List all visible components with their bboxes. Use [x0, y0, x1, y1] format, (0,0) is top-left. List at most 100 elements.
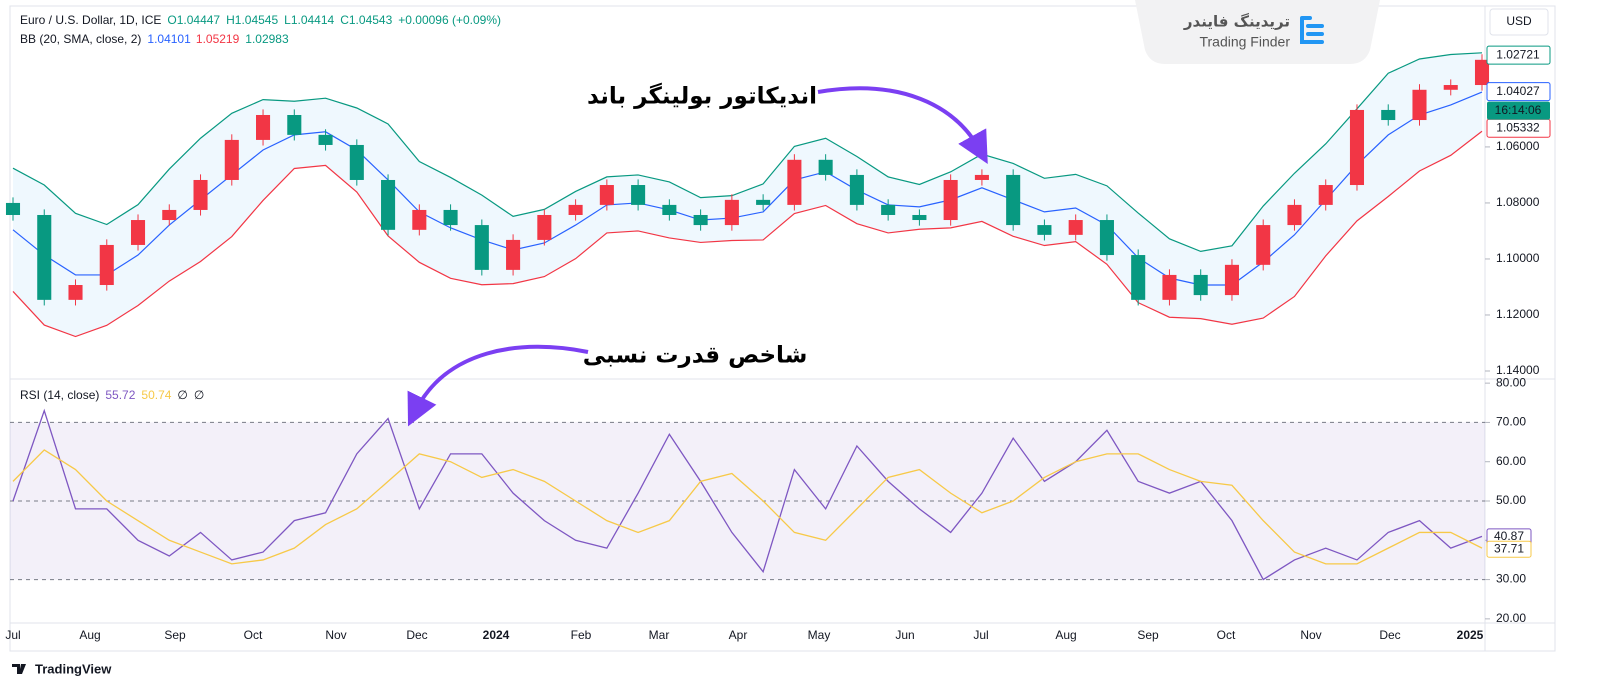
legend: Euro / U.S. Dollar, 1D, ICE O1.04447 H1.04…	[20, 13, 501, 27]
x-tick-label: Feb	[571, 628, 592, 642]
candle-body	[1412, 89, 1427, 121]
x-tick-label: Oct	[244, 628, 263, 642]
price-label: 1.02721	[1496, 47, 1540, 61]
price-label: 1.05332	[1496, 120, 1540, 134]
candle-body	[130, 220, 146, 245]
candle-body	[693, 214, 708, 226]
candle-body	[943, 179, 958, 221]
candle-body	[756, 199, 771, 205]
y-tick-label: 60.00	[1496, 454, 1526, 468]
x-tick-label: Apr	[729, 628, 748, 642]
annotation-arrow	[407, 344, 589, 427]
candle-body	[193, 179, 208, 210]
candle-body	[1068, 220, 1083, 235]
x-tick-label: Nov	[325, 628, 346, 642]
candle-body	[287, 114, 302, 135]
candle-body	[1474, 59, 1490, 86]
countdown-box	[1487, 101, 1550, 120]
band-lower	[12, 130, 1483, 338]
price-label: 1.04027	[1496, 84, 1540, 98]
candle-body	[506, 239, 521, 270]
logo-background	[1135, 0, 1380, 64]
annotation-rsi: شاخص قدرت نسبی	[583, 343, 808, 369]
candle-body	[1381, 109, 1396, 121]
candle-body	[68, 285, 83, 300]
candle-body	[443, 209, 458, 226]
candle-body	[849, 174, 864, 205]
legend-item: C1.04543	[340, 13, 392, 27]
candle-body	[37, 214, 52, 300]
legend-item: 1.05219	[196, 32, 240, 46]
x-tick-label: Jun	[895, 628, 914, 642]
x-tick-label: Jul	[5, 628, 20, 642]
x-tick-label: Jul	[973, 628, 988, 642]
x-tick-label: Aug	[79, 628, 100, 642]
y-tick-label: 1.08000	[1496, 195, 1540, 209]
legend-item: RSI (14, close)	[20, 388, 99, 402]
candle-body	[974, 174, 989, 180]
price-label-box	[1486, 45, 1551, 65]
x-tick-label: Oct	[1217, 628, 1236, 642]
candle-body	[349, 144, 364, 180]
candle-body	[1037, 225, 1052, 235]
legend-item: 50.74	[141, 388, 171, 402]
legend-item: H1.04545	[226, 13, 278, 27]
candle-body	[1443, 85, 1458, 90]
candle-body	[537, 214, 552, 240]
currency[interactable]: USD	[1506, 14, 1532, 28]
candle-body	[1006, 174, 1021, 226]
candle-body	[662, 204, 677, 215]
candle-body	[724, 199, 739, 226]
x-tick-label: May	[808, 628, 831, 642]
y-tick-label: 30.00	[1496, 572, 1526, 586]
background-layer	[10, 52, 1490, 620]
y-tick-label: 1.12000	[1496, 307, 1540, 321]
currency-box[interactable]	[1489, 8, 1549, 36]
candle-body	[818, 159, 833, 175]
candle-body	[1131, 255, 1146, 300]
band-fill	[13, 52, 1482, 337]
y-tick-label: 1.10000	[1496, 251, 1540, 265]
logo-english: Trading Finder	[1199, 34, 1290, 50]
y-tick-label: 1.06000	[1496, 139, 1540, 153]
candle-body	[162, 209, 177, 221]
candle-body	[5, 202, 21, 215]
x-tick-label: Dec	[406, 628, 427, 642]
y-tick-label: 50.00	[1496, 493, 1526, 507]
candle-body	[1349, 109, 1365, 186]
candle-body	[787, 159, 802, 205]
candle-body	[412, 209, 427, 230]
x-tick-label: Sep	[164, 628, 186, 642]
y-tick-label: 70.00	[1496, 415, 1526, 429]
logo-persian: تریدینگ فایندر	[1183, 13, 1290, 31]
candle-body	[256, 114, 271, 140]
rsi-line	[12, 408, 1483, 581]
legend-item: 1.04101	[147, 32, 191, 46]
x-tick-label: Sep	[1137, 628, 1159, 642]
candle-body	[631, 185, 646, 205]
frame	[9, 5, 1556, 652]
marks-layer	[5, 54, 1490, 581]
footer-logo	[12, 664, 26, 674]
y-tick-label: 1.14000	[1496, 363, 1540, 377]
rsi-line	[12, 449, 1483, 565]
candle-body	[912, 214, 927, 221]
value-label: 37.71	[1494, 541, 1524, 555]
candle-body	[1099, 220, 1114, 256]
candle-body	[1224, 264, 1239, 296]
candle-body	[599, 185, 614, 205]
price-label-box	[1486, 82, 1551, 102]
x-tick-label: 2025	[1457, 628, 1484, 642]
candle-body	[99, 244, 114, 286]
annotation-arrow	[817, 86, 988, 164]
candle-body	[1318, 185, 1333, 205]
legend-item: L1.04414	[284, 13, 334, 27]
value-label-box	[1486, 540, 1532, 558]
band-upper	[12, 52, 1483, 253]
legend-item: +0.00096 (+0.09%)	[398, 13, 501, 27]
candle-body	[1162, 274, 1177, 300]
annotation-bb: اندیکاتور بولینگر باند	[587, 83, 817, 110]
candle-body	[318, 134, 333, 145]
